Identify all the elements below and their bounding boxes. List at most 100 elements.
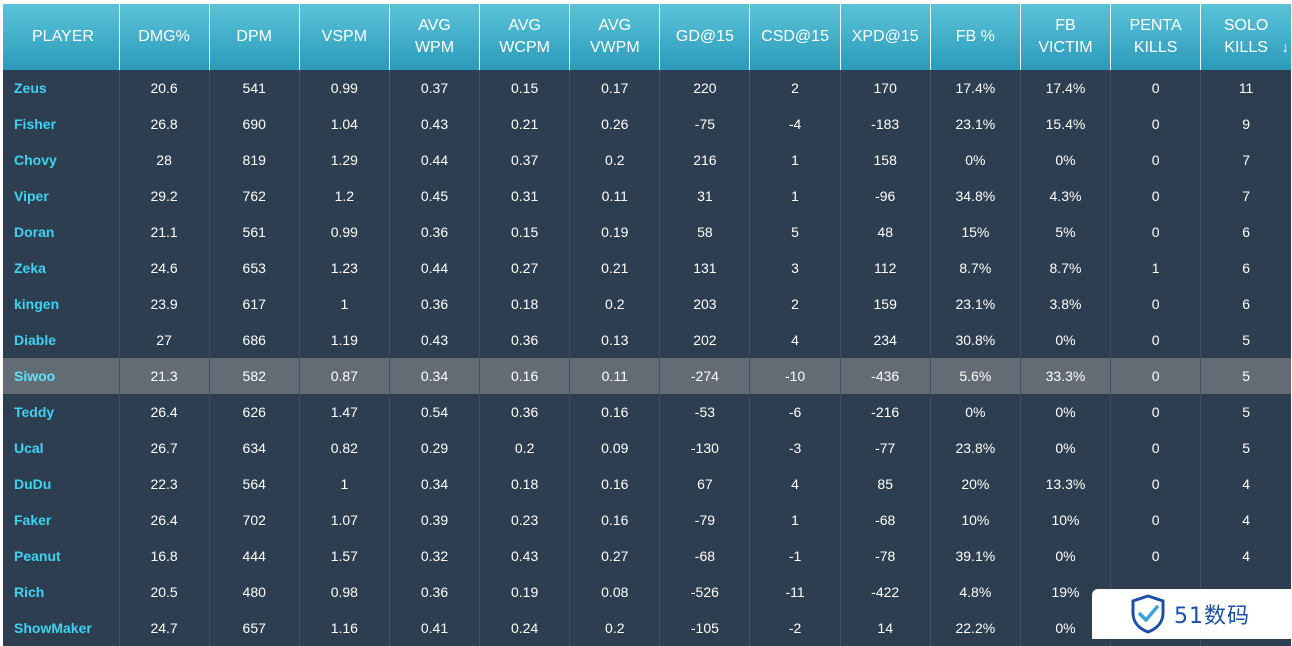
stat-cell: 0 [1110, 142, 1202, 178]
stat-cell: 26.8 [119, 106, 210, 142]
column-header-label: AVG [598, 17, 632, 34]
player-name-link[interactable]: Faker [3, 502, 120, 538]
stat-cell: 0 [1110, 538, 1202, 574]
player-name-link[interactable]: Diable [3, 322, 120, 358]
table-row[interactable]: Doran 21.1 561 0.99 0.36 0.15 0.19 58 5 48 15% 5% 0 6 [3, 214, 1291, 250]
stat-cell: 0% [1020, 394, 1112, 430]
stat-cell: -274 [659, 358, 751, 394]
watermark-text: 51数码 [1174, 604, 1250, 629]
stat-cell: 20.5 [119, 574, 210, 610]
stat-cell: 6 [1200, 250, 1291, 286]
stat-cell: 634 [209, 430, 300, 466]
stat-cell: 0.36 [389, 574, 481, 610]
table-row[interactable]: Siwoo 21.3 582 0.87 0.34 0.16 0.11 -274 -10 -436 5… [3, 358, 1291, 394]
player-name-link[interactable]: Rich [3, 574, 120, 610]
player-name-link[interactable]: Doran [3, 214, 120, 250]
table-row[interactable]: Zeus 20.6 541 0.99 0.37 0.15 0.17 220 2 170 17.4% 1… [3, 70, 1291, 106]
sort-descending-icon[interactable]: ↓ [1281, 39, 1290, 56]
stat-cell: 0.36 [389, 286, 481, 322]
stat-cell: 0% [930, 142, 1021, 178]
table-row[interactable]: kingen 23.9 617 1 0.36 0.18 0.2 203 2 159 23.1% 3.8… [3, 286, 1291, 322]
column-header-penta-kills[interactable]: PENTA KILLS [1110, 4, 1202, 70]
column-header-xpd-15[interactable]: XPD@15 [840, 4, 931, 70]
column-header-fb-victim[interactable]: FB VICTIM [1020, 4, 1112, 70]
table-row[interactable]: Chovy 28 819 1.29 0.44 0.37 0.2 216 1 158 0% 0% 0 7 [3, 142, 1291, 178]
stat-cell: 5 [1200, 358, 1291, 394]
stat-cell: 14 [840, 610, 931, 646]
stat-cell: 7 [1200, 142, 1291, 178]
player-name-link[interactable]: DuDu [3, 466, 120, 502]
stat-cell: 13.3% [1020, 466, 1112, 502]
column-header-dmg[interactable]: DMG% [119, 4, 210, 70]
table-row[interactable]: Viper 29.2 762 1.2 0.45 0.31 0.11 31 1 -96 34.8% 4.… [3, 178, 1291, 214]
stat-cell: -53 [659, 394, 751, 430]
stat-cell: 1 [299, 286, 390, 322]
column-header-label: DPM [236, 28, 272, 45]
column-header-avg-wpm[interactable]: AVG WPM [389, 4, 481, 70]
stat-cell: 17.4% [1020, 70, 1112, 106]
stat-cell: 39.1% [930, 538, 1021, 574]
stat-cell: 31 [659, 178, 751, 214]
stat-cell: 0.98 [299, 574, 390, 610]
stat-cell: 6 [1200, 214, 1291, 250]
stat-cell: -77 [840, 430, 931, 466]
table-row[interactable]: Peanut 16.8 444 1.57 0.32 0.43 0.27 -68 -1 -78 39.… [3, 538, 1291, 574]
stat-cell: 819 [209, 142, 300, 178]
stat-cell: 85 [840, 466, 931, 502]
table-body: Zeus 20.6 541 0.99 0.37 0.15 0.17 220 2 170 17.4% 1… [3, 70, 1291, 646]
stat-cell: 653 [209, 250, 300, 286]
stat-cell: 28 [119, 142, 210, 178]
stat-cell: 0.16 [569, 466, 661, 502]
stat-cell: 202 [659, 322, 751, 358]
table-row[interactable]: Faker 26.4 702 1.07 0.39 0.23 0.16 -79 1 -68 10% 10… [3, 502, 1291, 538]
column-header-fb[interactable]: FB % [930, 4, 1021, 70]
stat-cell: 626 [209, 394, 300, 430]
column-header-csd-15[interactable]: CSD@15 [749, 4, 841, 70]
player-name-link[interactable]: Teddy [3, 394, 120, 430]
table-row[interactable]: Ucal 26.7 634 0.82 0.29 0.2 0.09 -130 -3 -77 23.8%… [3, 430, 1291, 466]
stat-cell: 5 [1200, 430, 1291, 466]
column-header-gd-15[interactable]: GD@15 [659, 4, 751, 70]
stat-cell: 0.2 [569, 142, 661, 178]
player-name-link[interactable]: kingen [3, 286, 120, 322]
column-header-player[interactable]: PLAYER [3, 4, 120, 70]
table-row[interactable]: Fisher 26.8 690 1.04 0.43 0.21 0.26 -75 -4 -183 23… [3, 106, 1291, 142]
table-row[interactable]: Zeka 24.6 653 1.23 0.44 0.27 0.21 131 3 112 8.7% 8.… [3, 250, 1291, 286]
column-header-dpm[interactable]: DPM [209, 4, 300, 70]
stat-cell: 1.57 [299, 538, 390, 574]
stat-cell: 159 [840, 286, 931, 322]
stat-cell: -1 [749, 538, 841, 574]
column-header-vspm[interactable]: VSPM [299, 4, 390, 70]
stat-cell: 702 [209, 502, 300, 538]
player-name-link[interactable]: Zeus [3, 70, 120, 106]
stat-cell: 10% [930, 502, 1021, 538]
stat-cell: 0.36 [479, 394, 571, 430]
player-name-link[interactable]: Zeka [3, 250, 120, 286]
stat-cell: 4 [1200, 466, 1291, 502]
stat-cell: 4.8% [930, 574, 1021, 610]
column-header-solo-kills[interactable]: SOLO KILLS ↓ [1200, 4, 1291, 70]
table-row[interactable]: Diable 27 686 1.19 0.43 0.36 0.13 202 4 234 30.8% 0… [3, 322, 1291, 358]
table-row[interactable]: Teddy 26.4 626 1.47 0.54 0.36 0.16 -53 -6 -216 0% 0… [3, 394, 1291, 430]
stat-cell: 0 [1110, 394, 1202, 430]
player-name-link[interactable]: Peanut [3, 538, 120, 574]
stat-cell: 0 [1110, 322, 1202, 358]
stat-cell: 15% [930, 214, 1021, 250]
stat-cell: 3.8% [1020, 286, 1112, 322]
player-name-link[interactable]: Viper [3, 178, 120, 214]
table-row[interactable]: DuDu 22.3 564 1 0.34 0.18 0.16 67 4 85 20% 13.3% 0 4 [3, 466, 1291, 502]
column-header-avg-wcpm[interactable]: AVG WCPM [479, 4, 571, 70]
column-header-avg-vwpm[interactable]: AVG VWPM [569, 4, 661, 70]
player-name-link[interactable]: Chovy [3, 142, 120, 178]
player-name-link[interactable]: Fisher [3, 106, 120, 142]
player-name-link[interactable]: Siwoo [3, 358, 120, 394]
stat-cell: 0.19 [479, 574, 571, 610]
stat-cell: 0% [1020, 538, 1112, 574]
stat-cell: 0 [1110, 466, 1202, 502]
stat-cell: 0.87 [299, 358, 390, 394]
stat-cell: 1.04 [299, 106, 390, 142]
player-name-link[interactable]: Ucal [3, 430, 120, 466]
player-name-link[interactable]: ShowMaker [3, 610, 120, 646]
stat-cell: 1 [749, 502, 841, 538]
stat-cell: 0.54 [389, 394, 481, 430]
